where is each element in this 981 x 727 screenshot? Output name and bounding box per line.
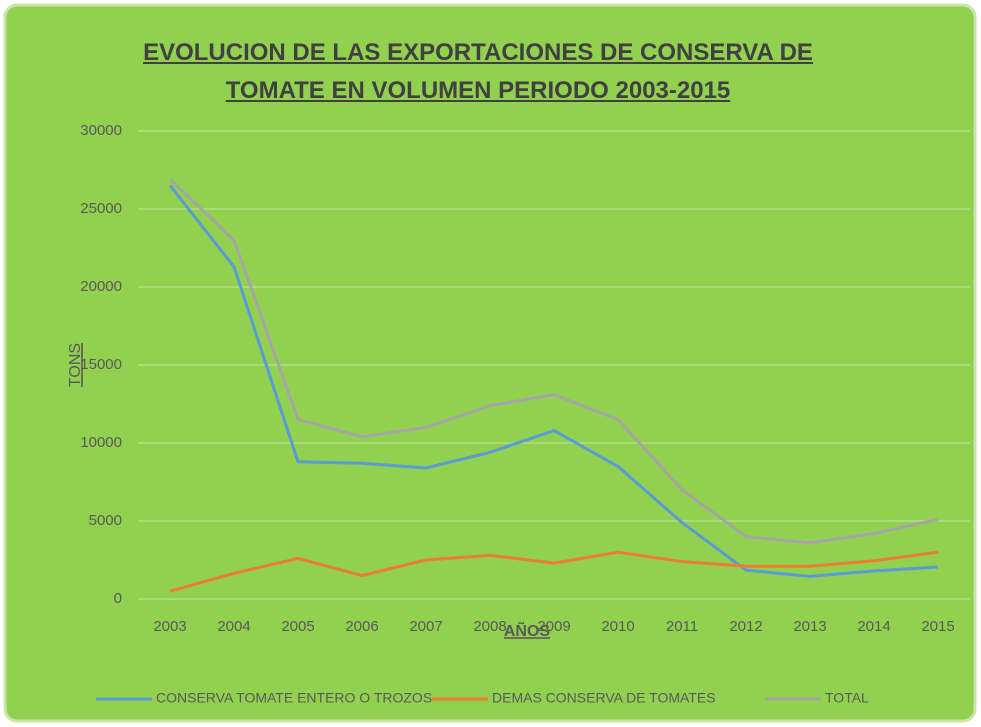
chart-title: EVOLUCION DE LAS EXPORTACIONES DE CONSER… bbox=[143, 39, 813, 104]
x-tick-label: 2007 bbox=[409, 618, 442, 635]
x-tick-label: 2009 bbox=[537, 618, 570, 635]
legend-label: TOTAL bbox=[825, 690, 869, 706]
chart-area bbox=[3, 3, 977, 723]
y-tick-label: 30000 bbox=[80, 122, 122, 139]
y-tick-label: 25000 bbox=[80, 200, 122, 217]
series-line bbox=[168, 178, 939, 545]
y-tick-label: 10000 bbox=[80, 434, 122, 451]
x-tick-label: 2011 bbox=[666, 618, 698, 635]
x-tick-label: 2015 bbox=[921, 618, 954, 635]
y-tick-label: 15000 bbox=[80, 356, 122, 373]
y-axis-label: TONS bbox=[67, 343, 84, 387]
x-tick-label: 2005 bbox=[281, 618, 314, 635]
series-line bbox=[168, 184, 939, 578]
legend-label: DEMAS CONSERVA DE TOMATES bbox=[492, 690, 716, 706]
x-tick-label: 2003 bbox=[153, 618, 186, 635]
x-tick-label: 2006 bbox=[345, 618, 378, 635]
x-tick-label: 2012 bbox=[729, 618, 762, 635]
y-tick-label: 5000 bbox=[89, 512, 122, 529]
series-line bbox=[169, 550, 939, 593]
y-tick-label: 20000 bbox=[80, 278, 122, 295]
x-tick-label: 2004 bbox=[217, 618, 250, 635]
legend-label: CONSERVA TOMATE ENTERO O TROZOS bbox=[156, 690, 432, 706]
x-tick-label: 2014 bbox=[857, 618, 890, 635]
x-axis-label: AÑOS bbox=[504, 620, 551, 640]
x-tick-label: 2010 bbox=[601, 618, 634, 635]
x-tick-label: 2008 bbox=[473, 618, 506, 635]
x-tick-label: 2013 bbox=[793, 618, 826, 635]
y-tick-label: 0 bbox=[114, 590, 122, 607]
